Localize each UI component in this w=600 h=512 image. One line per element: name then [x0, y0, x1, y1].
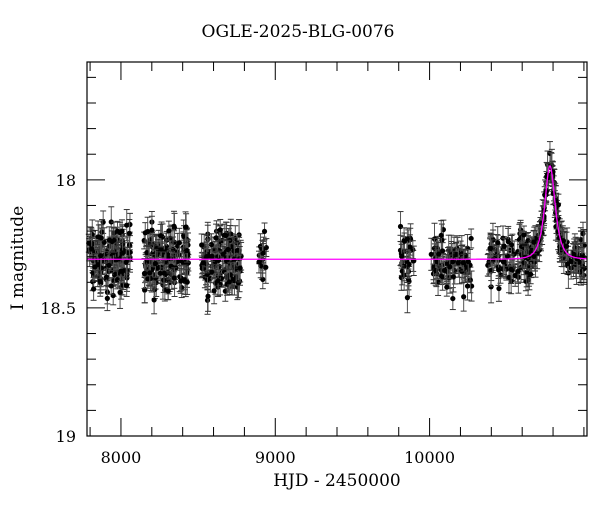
axes-frame: 8000 9000 10000 18 18.5 19: [40, 61, 588, 467]
data-points: [85, 141, 587, 315]
x-tick-label: 8000: [101, 448, 142, 467]
chart-title: OGLE-2025-BLG-0076: [201, 22, 395, 42]
x-tick-label: 9000: [255, 448, 296, 467]
x-axis-label: HJD - 2450000: [273, 471, 401, 491]
y-tick-label: 18: [56, 171, 76, 190]
x-tick-label: 10000: [404, 448, 455, 467]
y-tick-label: 19: [56, 427, 76, 446]
y-tick-label: 18.5: [40, 299, 76, 318]
model-curve: [87, 164, 588, 260]
